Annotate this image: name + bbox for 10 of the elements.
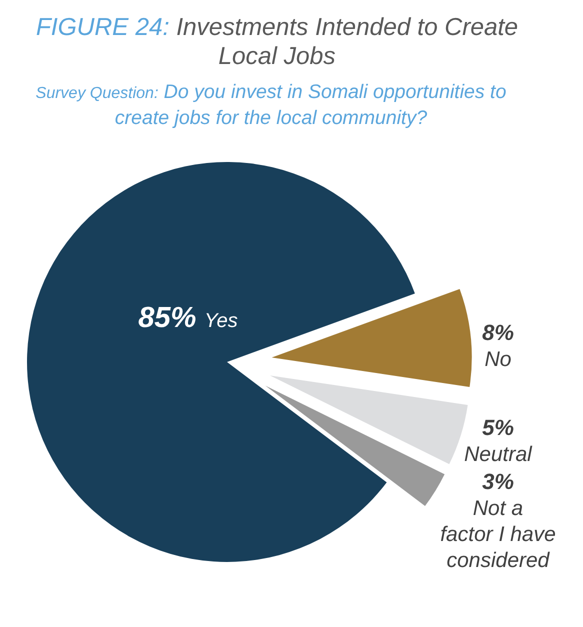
chart-subtitle: Survey Question: Do you invest in Somali opportunities to create jobs for the local community? — [36, 81, 506, 129]
slice-label: Neutral — [464, 443, 534, 466]
data-label: 8% — [482, 320, 514, 346]
chart-title: FIGURE 24: Investments Intended to Create Local Jobs — [36, 14, 518, 70]
data-label: 5% — [482, 415, 514, 440]
slice-label: Not a factor I have considered — [440, 496, 556, 572]
data-label: 3% — [482, 468, 514, 494]
data-label: 85% — [138, 302, 196, 334]
slice-label: Yes — [204, 310, 238, 332]
slice-label: No — [484, 348, 512, 372]
